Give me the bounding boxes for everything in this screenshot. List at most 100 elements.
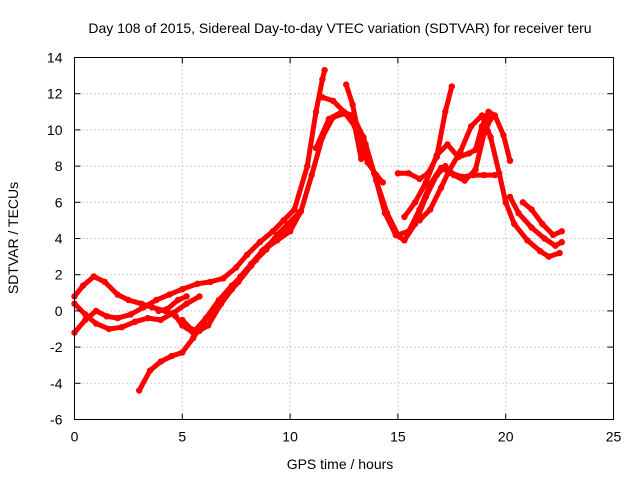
series-line-track-g — [343, 82, 386, 185]
y-tick-label: 4 — [55, 231, 63, 247]
data-point — [472, 146, 479, 153]
y-tick-label: 0 — [55, 303, 63, 319]
data-point — [144, 314, 151, 322]
data-point — [140, 304, 147, 311]
data-point — [392, 231, 399, 239]
axis-layer: 0 5 10 15 20 25 -6 -4 -2 0 2 4 6 8 10 12 14 — [47, 50, 622, 445]
x-tick-label: 10 — [282, 429, 298, 445]
data-point — [282, 224, 289, 231]
data-point — [90, 273, 98, 280]
data-point — [166, 291, 173, 298]
data-point — [157, 316, 164, 324]
y-tick-label: 14 — [47, 50, 63, 66]
data-point — [243, 251, 251, 258]
data-point — [293, 213, 300, 220]
data-point — [194, 280, 201, 287]
data-point — [468, 123, 475, 130]
data-point — [131, 318, 139, 325]
data-point — [286, 228, 294, 235]
series-line-track-l — [507, 194, 565, 249]
data-point — [487, 115, 494, 123]
data-point — [444, 141, 451, 148]
data-point — [381, 210, 389, 217]
data-point — [114, 291, 121, 298]
y-tick-label: 12 — [47, 86, 63, 102]
data-point — [280, 217, 287, 224]
data-point — [558, 228, 565, 235]
series-line-track-n — [156, 293, 190, 314]
data-point — [519, 199, 527, 206]
data-point — [155, 307, 162, 315]
data-point — [461, 177, 468, 184]
data-point — [105, 325, 113, 333]
data-point — [472, 166, 479, 173]
data-point — [500, 132, 507, 139]
data-point — [330, 97, 337, 105]
data-point — [541, 235, 548, 242]
x-tick-label: 25 — [606, 429, 622, 445]
data-point — [437, 184, 445, 191]
data-point — [153, 296, 160, 304]
data-point — [207, 278, 214, 286]
data-point — [379, 179, 386, 186]
data-point — [552, 242, 559, 249]
data-point — [450, 171, 458, 179]
data-point — [127, 311, 134, 318]
data-point — [427, 206, 434, 213]
data-point — [114, 314, 121, 322]
data-point — [433, 152, 440, 159]
data-point — [319, 76, 326, 83]
data-point — [446, 166, 453, 173]
data-point — [325, 115, 333, 123]
data-point — [433, 171, 440, 179]
x-tick-label: 5 — [178, 429, 186, 445]
data-point — [103, 313, 111, 320]
data-point — [168, 352, 175, 360]
x-axis-title: GPS time / hours — [287, 456, 394, 472]
data-point — [422, 193, 430, 201]
data-point — [297, 208, 305, 215]
data-point — [422, 179, 430, 186]
data-point — [118, 324, 126, 331]
data-point — [187, 325, 195, 333]
data-point — [248, 260, 255, 267]
series-line-track-m — [520, 199, 565, 238]
data-point — [556, 249, 563, 257]
y-tick-label: -4 — [50, 375, 63, 391]
data-point — [394, 170, 402, 177]
data-point — [269, 228, 277, 235]
data-point — [537, 248, 544, 255]
data-point — [465, 150, 473, 157]
data-point — [196, 327, 203, 334]
data-point — [545, 253, 552, 260]
data-point — [321, 67, 328, 74]
data-point — [92, 307, 100, 315]
data-point — [549, 231, 557, 239]
data-point — [511, 220, 518, 228]
data-point — [478, 112, 486, 119]
data-point — [401, 237, 408, 244]
y-tick-label: 6 — [55, 194, 63, 210]
data-point — [485, 108, 492, 116]
data-point — [442, 162, 449, 170]
data-point — [312, 144, 320, 152]
data-point — [539, 220, 546, 228]
data-point — [343, 81, 350, 88]
y-axis-title: SDTVAR / TECUs — [5, 182, 21, 294]
data-point — [528, 206, 535, 213]
series-line-track-d — [136, 111, 498, 393]
data-point — [170, 309, 177, 316]
data-point — [164, 305, 171, 313]
data-point — [205, 322, 212, 329]
data-point — [411, 199, 419, 206]
y-tick-label: 2 — [55, 267, 63, 283]
data-point — [196, 293, 203, 300]
data-point — [136, 387, 143, 394]
data-point — [125, 296, 132, 304]
data-point — [528, 224, 535, 231]
data-point — [217, 300, 225, 307]
data-point — [82, 311, 89, 318]
data-point — [183, 300, 190, 307]
data-point — [271, 235, 279, 242]
